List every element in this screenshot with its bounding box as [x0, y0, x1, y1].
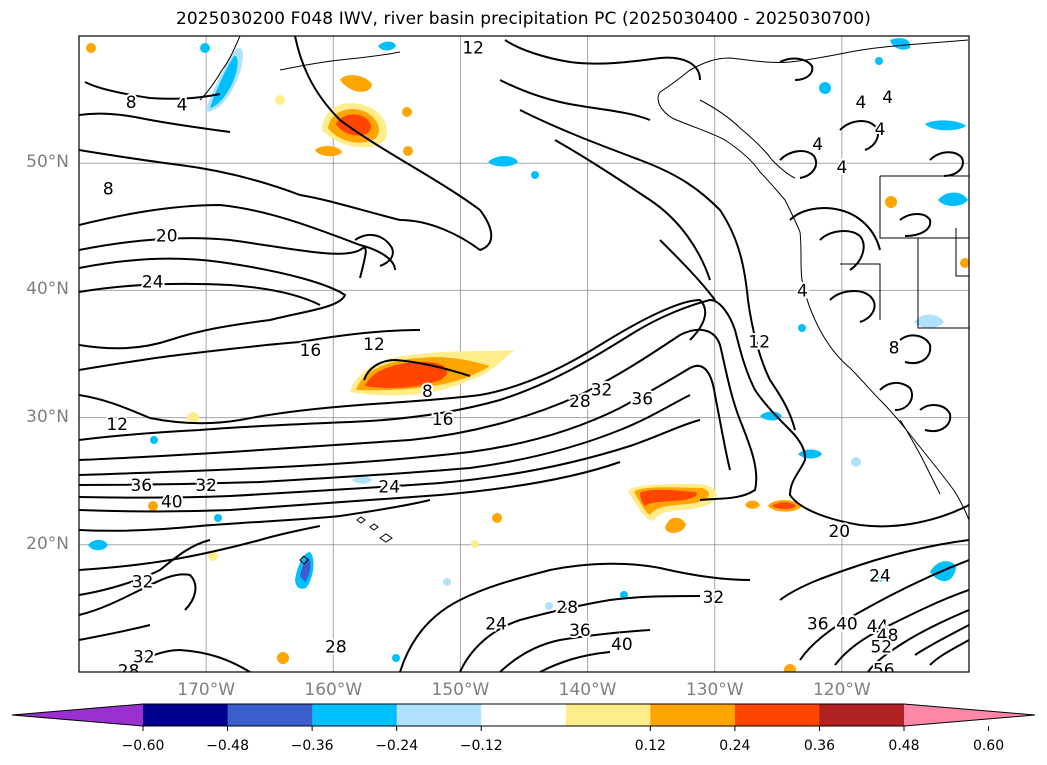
contour-label: 4	[836, 158, 847, 178]
latitude-label: 50°N	[26, 152, 69, 173]
contour-label: 12	[748, 332, 770, 352]
figure-title: 2025030200 F048 IWV, river basin precipi…	[175, 9, 872, 29]
colorbar-bin	[904, 704, 1035, 726]
longitude-label: 150°W	[431, 680, 490, 700]
contour-label: 36	[569, 621, 591, 641]
contour-label: 8	[422, 382, 433, 402]
contour-label: 28	[569, 392, 591, 412]
coastlines	[199, 36, 969, 565]
contour-label: 36	[130, 476, 152, 496]
contour-label: 24	[869, 566, 891, 586]
baja-coast	[899, 419, 941, 495]
contour-label: 44	[867, 617, 889, 637]
longitude-label: 140°W	[558, 680, 617, 700]
contour-label: 36	[631, 390, 653, 410]
colorbar-tick-label: −0.36	[290, 738, 334, 754]
colorbar-tick-label: 0.48	[888, 738, 920, 754]
us-west-coast	[799, 231, 969, 521]
contour-label: 4	[875, 120, 886, 140]
contour-label: 28	[118, 662, 140, 682]
positive-blob-gulf-of-alaska	[315, 75, 388, 157]
contour-label: 40	[836, 615, 858, 635]
colorbar-tick-label: 0.24	[719, 738, 751, 754]
contour-label: 16	[432, 410, 454, 430]
latitude-label: 30°N	[26, 406, 69, 427]
positive-specks	[86, 43, 969, 672]
colorbar-tick-label: 0.36	[803, 738, 836, 754]
contour-label: 16	[300, 341, 322, 361]
colorbar-tick-label: −0.24	[375, 738, 419, 754]
contour-label: 32	[132, 573, 154, 593]
contour-label: 36	[807, 615, 829, 635]
longitude-label: 160°W	[304, 680, 363, 700]
contour-label: 32	[703, 588, 725, 608]
contour-label: 8	[126, 93, 137, 113]
colorbar-bin	[312, 704, 398, 726]
contour-label: 4	[177, 96, 188, 116]
contour-label: 52	[870, 638, 892, 658]
alaska-coast	[657, 39, 969, 233]
longitude-label: 120°W	[812, 680, 871, 700]
contour-label: 12	[363, 335, 385, 355]
contour-label: 12	[462, 38, 484, 58]
contour-label: 48	[877, 626, 899, 646]
colorbar-bin	[650, 704, 736, 726]
contour-label: 4	[797, 281, 808, 301]
colorbar-bin	[481, 704, 567, 726]
aleutians	[199, 36, 241, 101]
contour-label: 56	[873, 660, 895, 680]
contour-label: 28	[556, 598, 578, 618]
colorbar-tick-label: −0.48	[206, 738, 249, 754]
contour-label: 40	[611, 635, 633, 655]
contour-label: 32	[133, 648, 155, 668]
contour-label: 28	[325, 638, 347, 658]
colorbar-bin	[565, 704, 651, 726]
map-frame	[78, 35, 970, 673]
iwv-contours	[79, 36, 969, 672]
longitude-label: 170°W	[177, 680, 236, 700]
positive-blob-central-pacific	[350, 350, 515, 396]
contour-label: 12	[106, 415, 128, 435]
contour-label: 32	[195, 476, 217, 496]
colorbar-tick-label: 0.12	[634, 738, 666, 754]
contour-label: 8	[103, 180, 114, 200]
contour-label: 24	[485, 615, 507, 635]
colorbar-bin	[734, 704, 820, 726]
contour-label: 20	[828, 522, 850, 542]
state-borders	[840, 176, 969, 329]
colorbar-bin	[396, 704, 482, 726]
colorbar-tick-label: −0.12	[459, 738, 503, 754]
contour-label: 4	[812, 135, 823, 155]
canada-coast	[699, 99, 796, 179]
contour-label: 24	[378, 477, 400, 497]
contour-label: 40	[161, 493, 183, 513]
colorbar-bin	[819, 704, 905, 726]
contour-label: 4	[882, 88, 893, 108]
colorbar-bin	[12, 704, 143, 726]
map-background	[79, 36, 969, 672]
aleutian-chain	[279, 51, 401, 71]
contour-label: 8	[889, 339, 900, 359]
colorbar-tick-label: −0.60	[121, 738, 165, 754]
contour-label: 4	[856, 93, 867, 113]
latitude-label: 20°N	[26, 533, 69, 554]
hawaii-islands	[299, 516, 393, 565]
latitude-label: 40°N	[26, 279, 69, 300]
contour-label: 24	[142, 272, 164, 292]
contour-label: 32	[591, 381, 613, 401]
colorbar-tick-label: 0.60	[972, 738, 1005, 754]
contour-label: 20	[156, 227, 178, 247]
colorbar-bin	[227, 704, 313, 726]
longitude-label: 130°W	[685, 680, 744, 700]
positive-blob-subtropics	[628, 484, 802, 533]
colorbar-bin	[143, 704, 229, 726]
colorbar	[11, 703, 1036, 731]
